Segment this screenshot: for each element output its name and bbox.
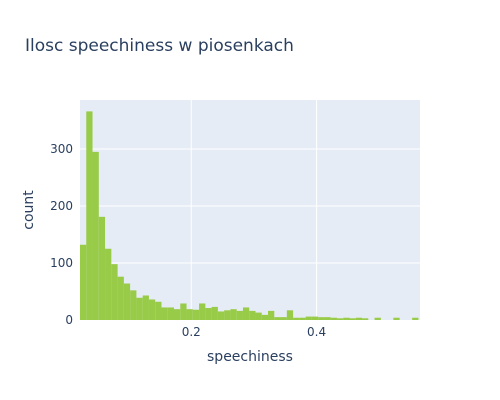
histogram-bar xyxy=(155,301,162,320)
y-tick-label: 300 xyxy=(50,142,73,156)
histogram-bar xyxy=(224,310,231,320)
y-tick-label: 100 xyxy=(50,256,73,270)
histogram-bar xyxy=(255,312,262,320)
histogram-bar xyxy=(362,318,369,320)
histogram-bar xyxy=(261,314,269,320)
histogram-bar xyxy=(161,307,168,320)
y-axis-label: count xyxy=(21,190,37,230)
histogram-bar xyxy=(205,308,212,320)
y-tick-label: 200 xyxy=(50,199,73,213)
x-tick-label: 0.2 xyxy=(182,325,201,339)
histogram-bar xyxy=(130,290,137,320)
histogram-bar xyxy=(174,309,181,320)
histogram-bar xyxy=(167,307,175,320)
chart-title: Ilosc speechiness w piosenkach xyxy=(25,36,294,56)
histogram-bar xyxy=(148,299,156,320)
histogram-bar xyxy=(105,248,112,320)
histogram-bar xyxy=(186,309,193,320)
histogram-bar xyxy=(180,303,187,320)
histogram-bar xyxy=(349,318,356,320)
histogram-bar xyxy=(393,317,400,320)
histogram-bar xyxy=(336,318,344,320)
histogram-bar xyxy=(330,317,337,320)
histogram-bar xyxy=(268,310,275,320)
histogram-bar xyxy=(230,309,237,320)
histogram-bar xyxy=(343,317,350,320)
histogram-bar xyxy=(136,297,143,320)
histogram-bar xyxy=(318,317,325,320)
histogram-bar xyxy=(80,244,87,320)
gridlines xyxy=(80,100,420,320)
histogram-bar xyxy=(299,317,306,320)
histogram-bar xyxy=(86,111,93,321)
histogram-bar xyxy=(280,317,287,320)
histogram-bar xyxy=(117,276,124,320)
histogram-bar xyxy=(305,316,312,320)
histogram-bar xyxy=(211,306,218,320)
histogram-bar xyxy=(412,317,419,320)
histogram-bar xyxy=(236,310,243,320)
histogram-bar xyxy=(286,310,294,320)
x-axis-label: speechiness xyxy=(207,349,293,365)
histogram-bar xyxy=(293,317,300,320)
histogram-bar xyxy=(324,317,331,320)
histogram-bar xyxy=(111,264,118,320)
histogram-bar xyxy=(242,307,250,320)
plot-area xyxy=(80,100,420,320)
histogram-bar xyxy=(274,317,281,320)
bars xyxy=(80,111,419,321)
y-axis-ticks: 0 100 200 300 xyxy=(50,142,73,327)
histogram-bar xyxy=(142,295,149,320)
histogram-bar xyxy=(311,316,319,320)
histogram-bar xyxy=(192,309,200,320)
histogram-bar xyxy=(123,283,131,320)
x-axis-ticks: 0.2 0.4 xyxy=(182,325,326,339)
histogram-bar xyxy=(98,216,106,320)
histogram-bar xyxy=(217,311,225,320)
histogram-bar xyxy=(374,317,381,320)
histogram-bar xyxy=(92,151,99,320)
histogram-bar xyxy=(249,310,256,320)
histogram-bar xyxy=(355,317,363,320)
y-tick-label: 0 xyxy=(65,313,73,327)
histogram-bar xyxy=(199,303,206,320)
x-tick-label: 0.4 xyxy=(307,325,326,339)
